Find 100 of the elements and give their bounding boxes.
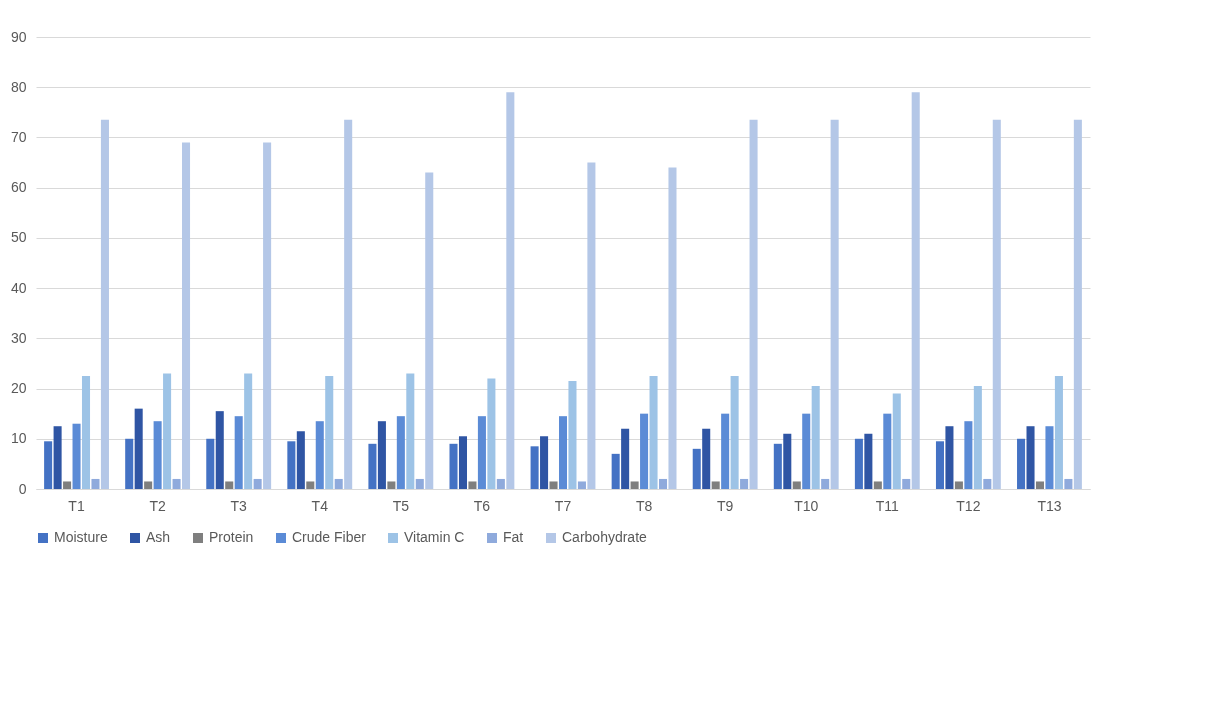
bar [296,431,305,489]
bar [406,373,415,489]
y-tick-label: 20 [10,380,27,397]
bar [740,478,749,489]
bar [640,413,649,489]
x-tick-label: T4 [311,497,329,514]
y-tick-label: 60 [10,179,27,196]
bar [396,416,405,489]
bar [81,376,91,489]
legend-label: Carbohydrate [562,529,648,545]
x-tick-label: T6 [473,497,491,514]
bar [163,373,172,489]
bar [468,481,477,489]
bar [577,481,586,489]
bar [811,386,820,489]
bar [425,172,434,489]
bar [658,478,668,489]
bar [1054,376,1063,489]
bar [1017,438,1026,489]
legend-label: Moisture [54,529,108,545]
bar [172,478,181,489]
bar [377,421,386,489]
legend-label: Vitamin C [404,529,465,545]
bar [1073,119,1082,489]
bar [477,416,486,489]
y-tick-label: 80 [10,78,27,95]
bar [315,421,324,489]
y-tick-label: 40 [10,279,27,296]
bar [973,386,982,489]
bar [964,421,973,489]
bar [883,413,892,489]
y-tick-label: 10 [10,430,27,447]
bar [630,481,639,489]
bar [487,378,496,489]
bar [911,92,920,489]
bar [711,481,720,489]
bar [125,438,134,489]
x-tick-label: T8 [635,497,653,514]
bar [945,426,954,489]
bar [830,119,839,489]
bar [649,376,658,489]
x-tick-label: T1 [68,497,85,514]
bar [902,478,911,489]
bar [306,481,315,489]
bar [992,119,1001,489]
bar [215,411,224,489]
bar [506,92,515,489]
x-tick-label: T11 [875,497,900,514]
y-tick-label: 90 [10,28,27,45]
legend-label: Fat [503,529,524,545]
x-tick-label: T5 [392,497,410,514]
bar [621,428,630,489]
bar [1045,426,1054,489]
x-tick-label: T10 [794,497,819,514]
bar [1026,426,1035,489]
bar [225,481,234,489]
legend-label: Protein [209,529,254,545]
bar [496,478,505,489]
x-tick-label: T12 [956,497,981,514]
bar [63,481,72,489]
bar [730,376,739,489]
bar [253,478,262,489]
x-tick-label: T7 [554,497,572,514]
bar [182,142,191,489]
bar [287,441,296,489]
bar [935,441,944,489]
bar [334,478,343,489]
bar [449,443,458,489]
bar [549,481,558,489]
bar [91,478,100,489]
x-tick-label: T3 [230,497,248,514]
bar [587,162,596,489]
y-tick-label: 50 [10,229,27,246]
bar [134,408,143,489]
legend-label: Crude Fiber [292,529,367,545]
bar [263,142,272,489]
bar [568,381,577,489]
bar [72,423,81,489]
bar [702,428,711,489]
y-tick-label: 70 [10,128,27,145]
bar [802,413,811,489]
bar [864,433,873,489]
bar [530,446,539,489]
bar [721,413,730,489]
bar [873,481,882,489]
bar [100,119,109,489]
bar [206,438,215,489]
bar [792,481,801,489]
legend-label: Ash [146,529,171,545]
bar [983,478,992,489]
bar [783,433,792,489]
bar [53,426,62,489]
bar [44,441,53,489]
bar [387,481,396,489]
y-tick-label: 0 [18,480,27,497]
bar [892,393,901,489]
bar [540,436,549,489]
bar [344,119,353,489]
bar [1064,478,1073,489]
bar [692,448,701,489]
